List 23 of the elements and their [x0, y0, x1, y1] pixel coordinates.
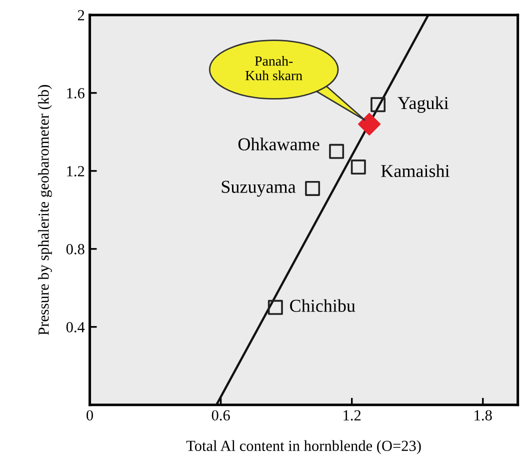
- x-tick-label: 1.2: [344, 410, 361, 421]
- point: [329, 144, 344, 159]
- annotation: Panah- Kuh skarn: [246, 56, 302, 80]
- annotation: Ohkawame: [238, 138, 320, 150]
- annotation: Kamaishi: [381, 164, 450, 178]
- x-tick-label: 0.6: [212, 410, 230, 421]
- y-tick-label: 0.4: [66, 322, 85, 332]
- point: [268, 300, 283, 315]
- y-tick-label: 1.6: [67, 88, 84, 98]
- x-tick-label: 1.8: [474, 410, 492, 421]
- annotation: Chichibu: [290, 299, 356, 312]
- annotation: Suzuyama: [222, 180, 296, 197]
- x-tick-label: 0: [86, 410, 94, 420]
- y-axis-title: Pressure by sphalerite geobarometer (kb): [38, 85, 52, 336]
- x-axis-title: Total Al content in hornblende (O=23): [186, 440, 421, 454]
- point: [305, 180, 320, 196]
- point: [358, 112, 381, 136]
- y-tick-label: 2: [78, 10, 84, 20]
- y-tick-label: 1.2: [67, 166, 84, 176]
- point: [350, 160, 366, 175]
- annotation: Yaguki: [398, 96, 449, 113]
- point: [370, 97, 386, 112]
- y-tick-label: 0.8: [66, 244, 84, 254]
